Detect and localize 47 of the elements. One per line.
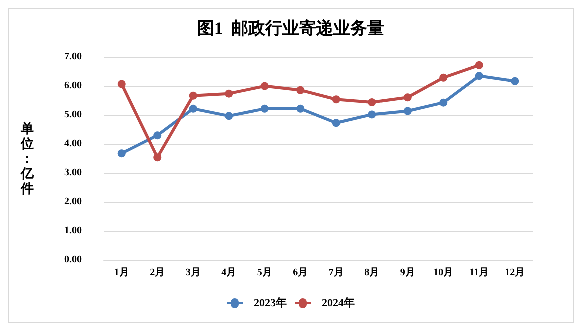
- chart-title: 图1 邮政行业寄递业务量: [198, 19, 384, 38]
- y-tick-label: 2.00: [64, 196, 82, 208]
- point: [332, 96, 340, 104]
- point: [225, 90, 234, 98]
- y-tick-label: 7.00: [64, 52, 82, 62]
- y-tick-label: 6.00: [64, 80, 82, 92]
- point: [368, 98, 376, 107]
- x-tick-label: 6月: [293, 268, 308, 278]
- y-tick-label: 0.00: [64, 254, 82, 266]
- point: [511, 77, 520, 86]
- x-tick-label: 10月: [434, 268, 454, 278]
- point: [296, 104, 305, 113]
- x-tick-label: 11月: [470, 268, 490, 278]
- x-tick-label: 8月: [364, 268, 380, 278]
- point: [296, 86, 305, 94]
- point: [475, 61, 484, 70]
- point: [154, 132, 162, 140]
- point: [332, 119, 340, 128]
- point: [260, 104, 269, 113]
- y-tick-label: 4.00: [64, 138, 82, 150]
- legend-label: 2023年: [254, 296, 287, 310]
- point: [404, 94, 412, 102]
- x-tick-label: 1月: [114, 268, 130, 278]
- point: [225, 112, 234, 120]
- point: [189, 92, 198, 100]
- x-tick-label: 7月: [328, 268, 344, 278]
- point: [404, 107, 412, 116]
- x-tick-label: 5月: [257, 268, 272, 278]
- legend-label: 2024年: [322, 296, 355, 310]
- point: [440, 98, 448, 107]
- x-tick-label: 3月: [186, 268, 201, 278]
- point: [260, 82, 269, 90]
- y-tick-label: 5.00: [64, 110, 82, 120]
- y-axis-title: 单位：亿件: [20, 121, 35, 196]
- x-tick-label: 4月: [222, 268, 237, 278]
- x-tick-label: 2月: [150, 268, 166, 278]
- x-tick-label: 9月: [400, 268, 416, 278]
- point: [368, 110, 376, 119]
- y-tick-label: 3.00: [64, 168, 82, 178]
- point: [189, 104, 198, 113]
- point: [154, 154, 162, 162]
- x-tick-label: 12月: [505, 268, 526, 278]
- point: [440, 74, 448, 82]
- y-tick-label: 1.00: [64, 226, 82, 236]
- point: [118, 150, 126, 158]
- point: [118, 80, 126, 88]
- point: [475, 72, 484, 80]
